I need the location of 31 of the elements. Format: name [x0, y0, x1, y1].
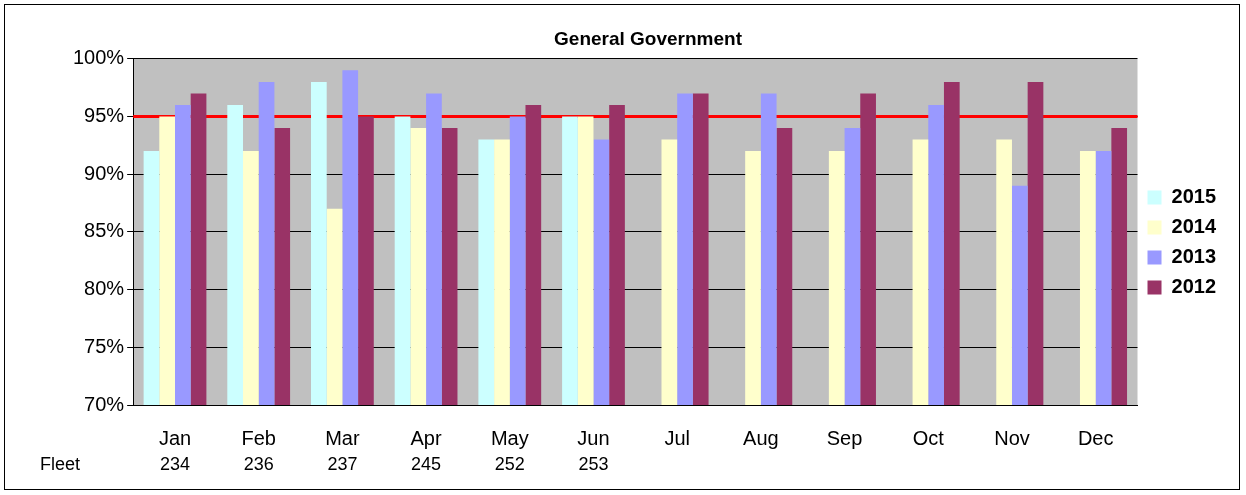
annotation: 237 [327, 453, 358, 474]
legend-label: 2013 [1171, 245, 1217, 268]
x-tick-label: Oct [912, 426, 945, 449]
annotation: 234 [159, 453, 191, 474]
x-tick-label: May [490, 426, 529, 449]
y-tick-label: 70% [84, 392, 125, 415]
x-tick-label: Nov [994, 426, 1030, 449]
x-tick-label: Dec [1077, 426, 1114, 449]
annotation: 236 [243, 453, 274, 474]
y-tick-label: 100% [73, 46, 125, 69]
annotation: 245 [411, 453, 442, 474]
x-tick-label: Jan [158, 426, 192, 449]
x-tick-label: Jun [577, 426, 610, 449]
y-tick-label: 85% [84, 219, 125, 242]
x-tick-label: Feb [241, 426, 276, 449]
y-tick-label: 80% [84, 277, 125, 300]
x-tick-label: Jul [664, 426, 690, 449]
y-tick-label: 95% [84, 104, 125, 127]
legend-label: 2015 [1171, 185, 1217, 208]
annotation: 252 [494, 453, 525, 474]
x-tick-label: Aug [743, 426, 779, 449]
chart-title: General Government [554, 27, 743, 49]
legend-label: 2014 [1171, 215, 1217, 238]
x-tick-label: Sep [826, 426, 863, 449]
annotation: 253 [578, 453, 609, 474]
y-tick-label: 90% [84, 161, 125, 184]
y-tick-label: 75% [84, 334, 125, 357]
legend-label: 2012 [1171, 275, 1217, 298]
x-tick-label: Mar [325, 426, 360, 449]
text: Fleet [40, 453, 81, 474]
x-tick-label: Apr [410, 426, 442, 449]
